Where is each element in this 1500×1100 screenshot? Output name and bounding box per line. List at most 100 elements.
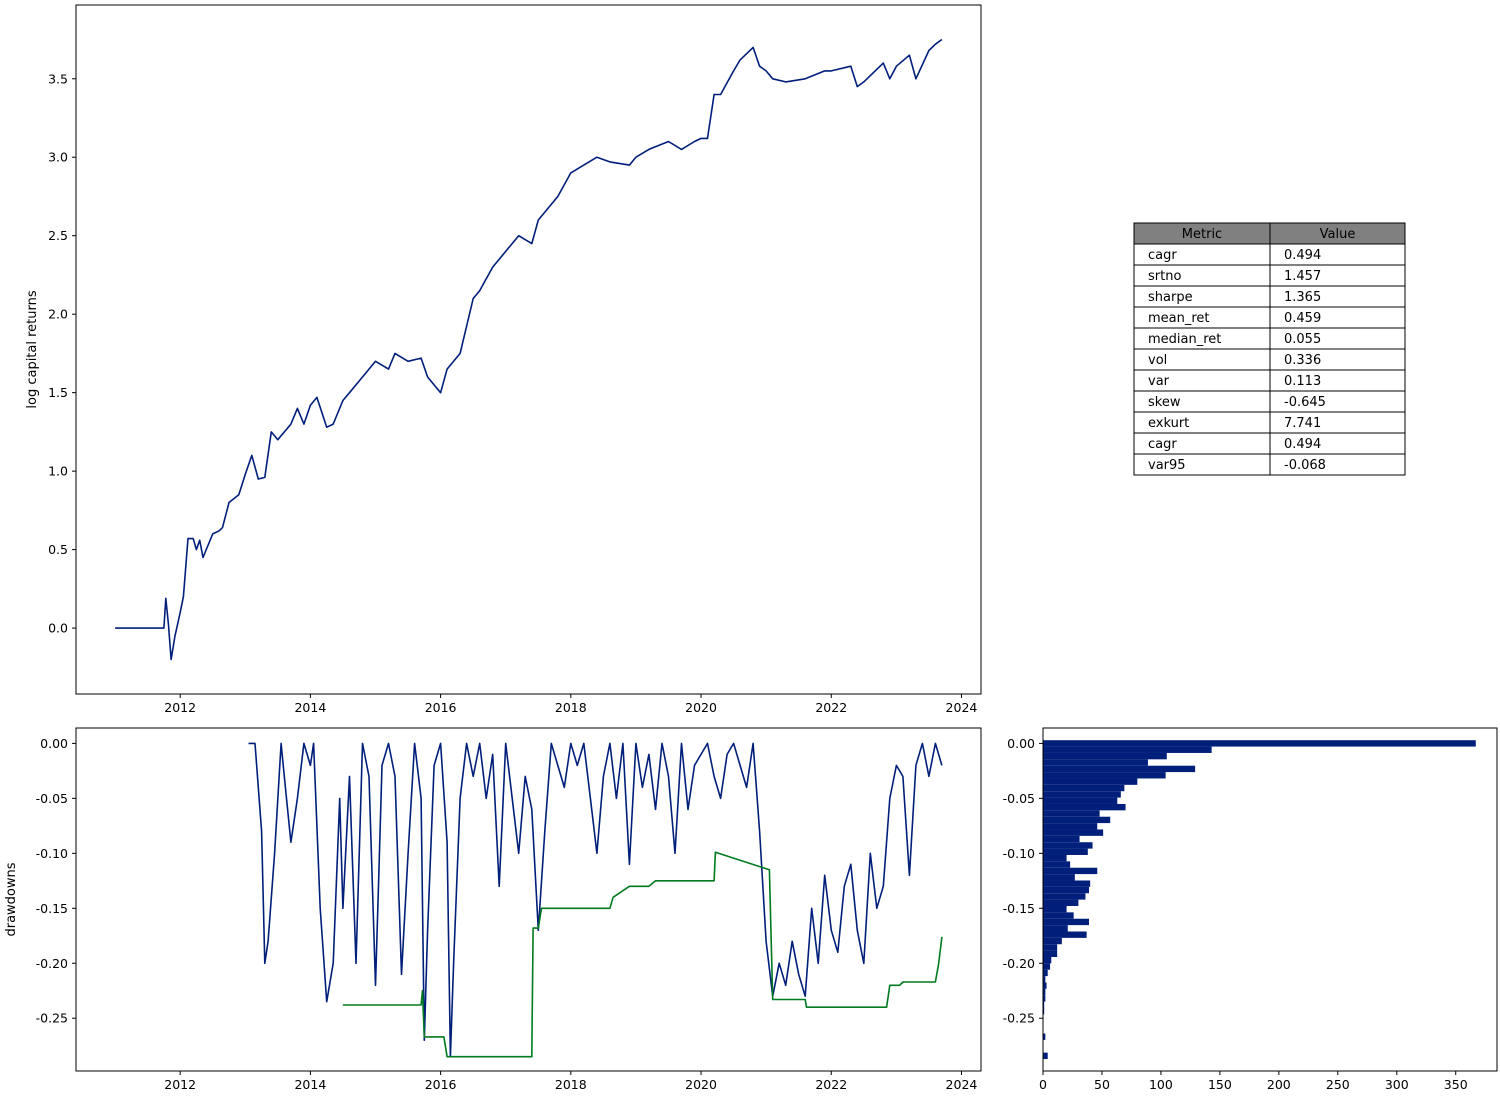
y-tick-label: 0.00 [1007,736,1035,751]
histogram-bar [1043,784,1125,792]
x-tick-label: 2014 [294,1077,326,1092]
histogram-bar [1043,791,1121,798]
y-tick-label: 1.0 [48,464,68,479]
histogram-bar [1043,765,1196,773]
histogram-bar [1043,740,1476,747]
histogram-bar [1043,803,1126,811]
x-tick-label: 350 [1444,1077,1468,1092]
histogram-bar [1043,944,1058,951]
metric-name: mean_ret [1148,311,1210,326]
histogram-bar [1043,899,1079,906]
histogram-bar [1043,905,1067,913]
metric-name: var [1148,374,1170,389]
table-cell [1269,453,1406,476]
histogram-bar [1043,752,1167,760]
metric-value: 0.494 [1284,248,1321,263]
y-tick-label: 2.5 [48,228,68,243]
histogram-bar [1043,950,1058,957]
metric-value: -0.068 [1284,458,1326,473]
series-line-0 [115,38,943,661]
x-tick-label: 0 [1039,1077,1047,1092]
histogram-bar [1043,778,1138,785]
drawdowns-plot: 2012 2014 2016 2018 2020 2022 2024 0.00 -0.05 -0.… [4,727,982,1092]
histogram-bar [1043,810,1100,817]
histogram-bar [1043,772,1166,779]
axes-frame [1042,727,1498,1072]
metric-name: cagr [1148,248,1177,263]
metric-value: 1.457 [1284,269,1321,284]
histogram-bar [1043,937,1062,945]
x-tick-label: 300 [1385,1077,1409,1092]
histogram-bar [1043,912,1074,919]
histogram-bar [1043,880,1091,887]
metric-value: 0.494 [1284,437,1321,452]
metric-value: 0.336 [1284,353,1321,368]
y-tick-label: -0.05 [1003,791,1035,806]
histogram-bar [1043,988,1046,996]
metrics-table: Metric Value cagr 0.494 srtno 1.457 sharpe 1.36… [1133,222,1406,476]
y-tick-label: -0.15 [36,901,68,916]
x-tick-label: 2022 [815,700,847,715]
x-tick-label: 2020 [685,700,717,715]
y-axis-label: drawdowns [4,862,19,936]
x-tick-label: 150 [1208,1077,1232,1092]
histogram-bar [1043,823,1098,830]
capital-returns-plot: 2012 2014 2016 2018 2020 2022 2024 0.0 0.5 1.0 1.5… [25,4,982,715]
histogram-bar [1043,925,1068,932]
table-header-label: Metric [1182,227,1222,242]
histogram-bar [1043,969,1048,977]
y-tick-label: -0.15 [1003,901,1035,916]
y-tick-label: 0.00 [40,736,68,751]
y-axis-label: log capital returns [25,290,40,408]
histogram-bar [1043,835,1080,843]
metric-name: exkurt [1148,416,1189,431]
histogram-bar [1043,861,1071,868]
histogram-bar [1043,976,1046,983]
y-tick-label: -0.05 [36,791,68,806]
histogram-bar [1043,854,1067,862]
x-tick-label: 50 [1094,1077,1110,1092]
axes-frame [75,727,982,1072]
metric-value: 0.113 [1284,374,1321,389]
x-tick-label: 2022 [815,1077,847,1092]
metric-name: cagr [1148,437,1177,452]
histogram-bar [1043,1033,1046,1040]
drawdown-histogram-plot: 0 50 100 150 200 250 300 350 0.00 -0.05 -0.10 -0.15… [1003,727,1498,1092]
histogram-bar [1043,982,1047,989]
metric-value: 0.055 [1284,332,1321,347]
y-tick-label: -0.25 [36,1011,68,1026]
y-tick-label: 3.5 [48,71,68,86]
metric-name: sharpe [1148,290,1193,305]
x-tick-label: 2024 [946,700,978,715]
histogram-bar [1043,797,1118,804]
metric-name: srtno [1148,269,1181,284]
axes-frame [75,4,982,695]
y-tick-label: 2.0 [48,307,68,322]
y-tick-label: -0.10 [36,846,68,861]
y-tick-label: -0.20 [36,956,68,971]
histogram-bar [1043,874,1075,881]
metric-name: var95 [1148,458,1186,473]
histogram-bar [1043,867,1098,875]
histogram-bar [1043,842,1093,849]
x-tick-label: 100 [1149,1077,1173,1092]
metric-value: 0.459 [1284,311,1321,326]
histogram-bar [1043,746,1212,753]
series-line-0 [248,742,943,1058]
x-tick-label: 2016 [425,1077,457,1092]
y-tick-label: -0.25 [1003,1011,1035,1026]
histogram-bar [1043,956,1052,964]
y-tick-label: 0.0 [48,621,68,636]
histogram-bar [1043,816,1111,824]
y-tick-label: 3.0 [48,150,68,165]
histogram-bar [1043,886,1089,894]
histogram-bar [1043,893,1086,900]
histogram-bar [1043,848,1088,855]
histogram-bar [1043,995,1046,1002]
x-tick-label: 2012 [164,700,196,715]
x-tick-label: 200 [1267,1077,1291,1092]
y-tick-label: 1.5 [48,385,68,400]
histogram-bar [1043,931,1087,938]
x-tick-label: 2020 [685,1077,717,1092]
y-tick-label: 0.5 [48,542,68,557]
